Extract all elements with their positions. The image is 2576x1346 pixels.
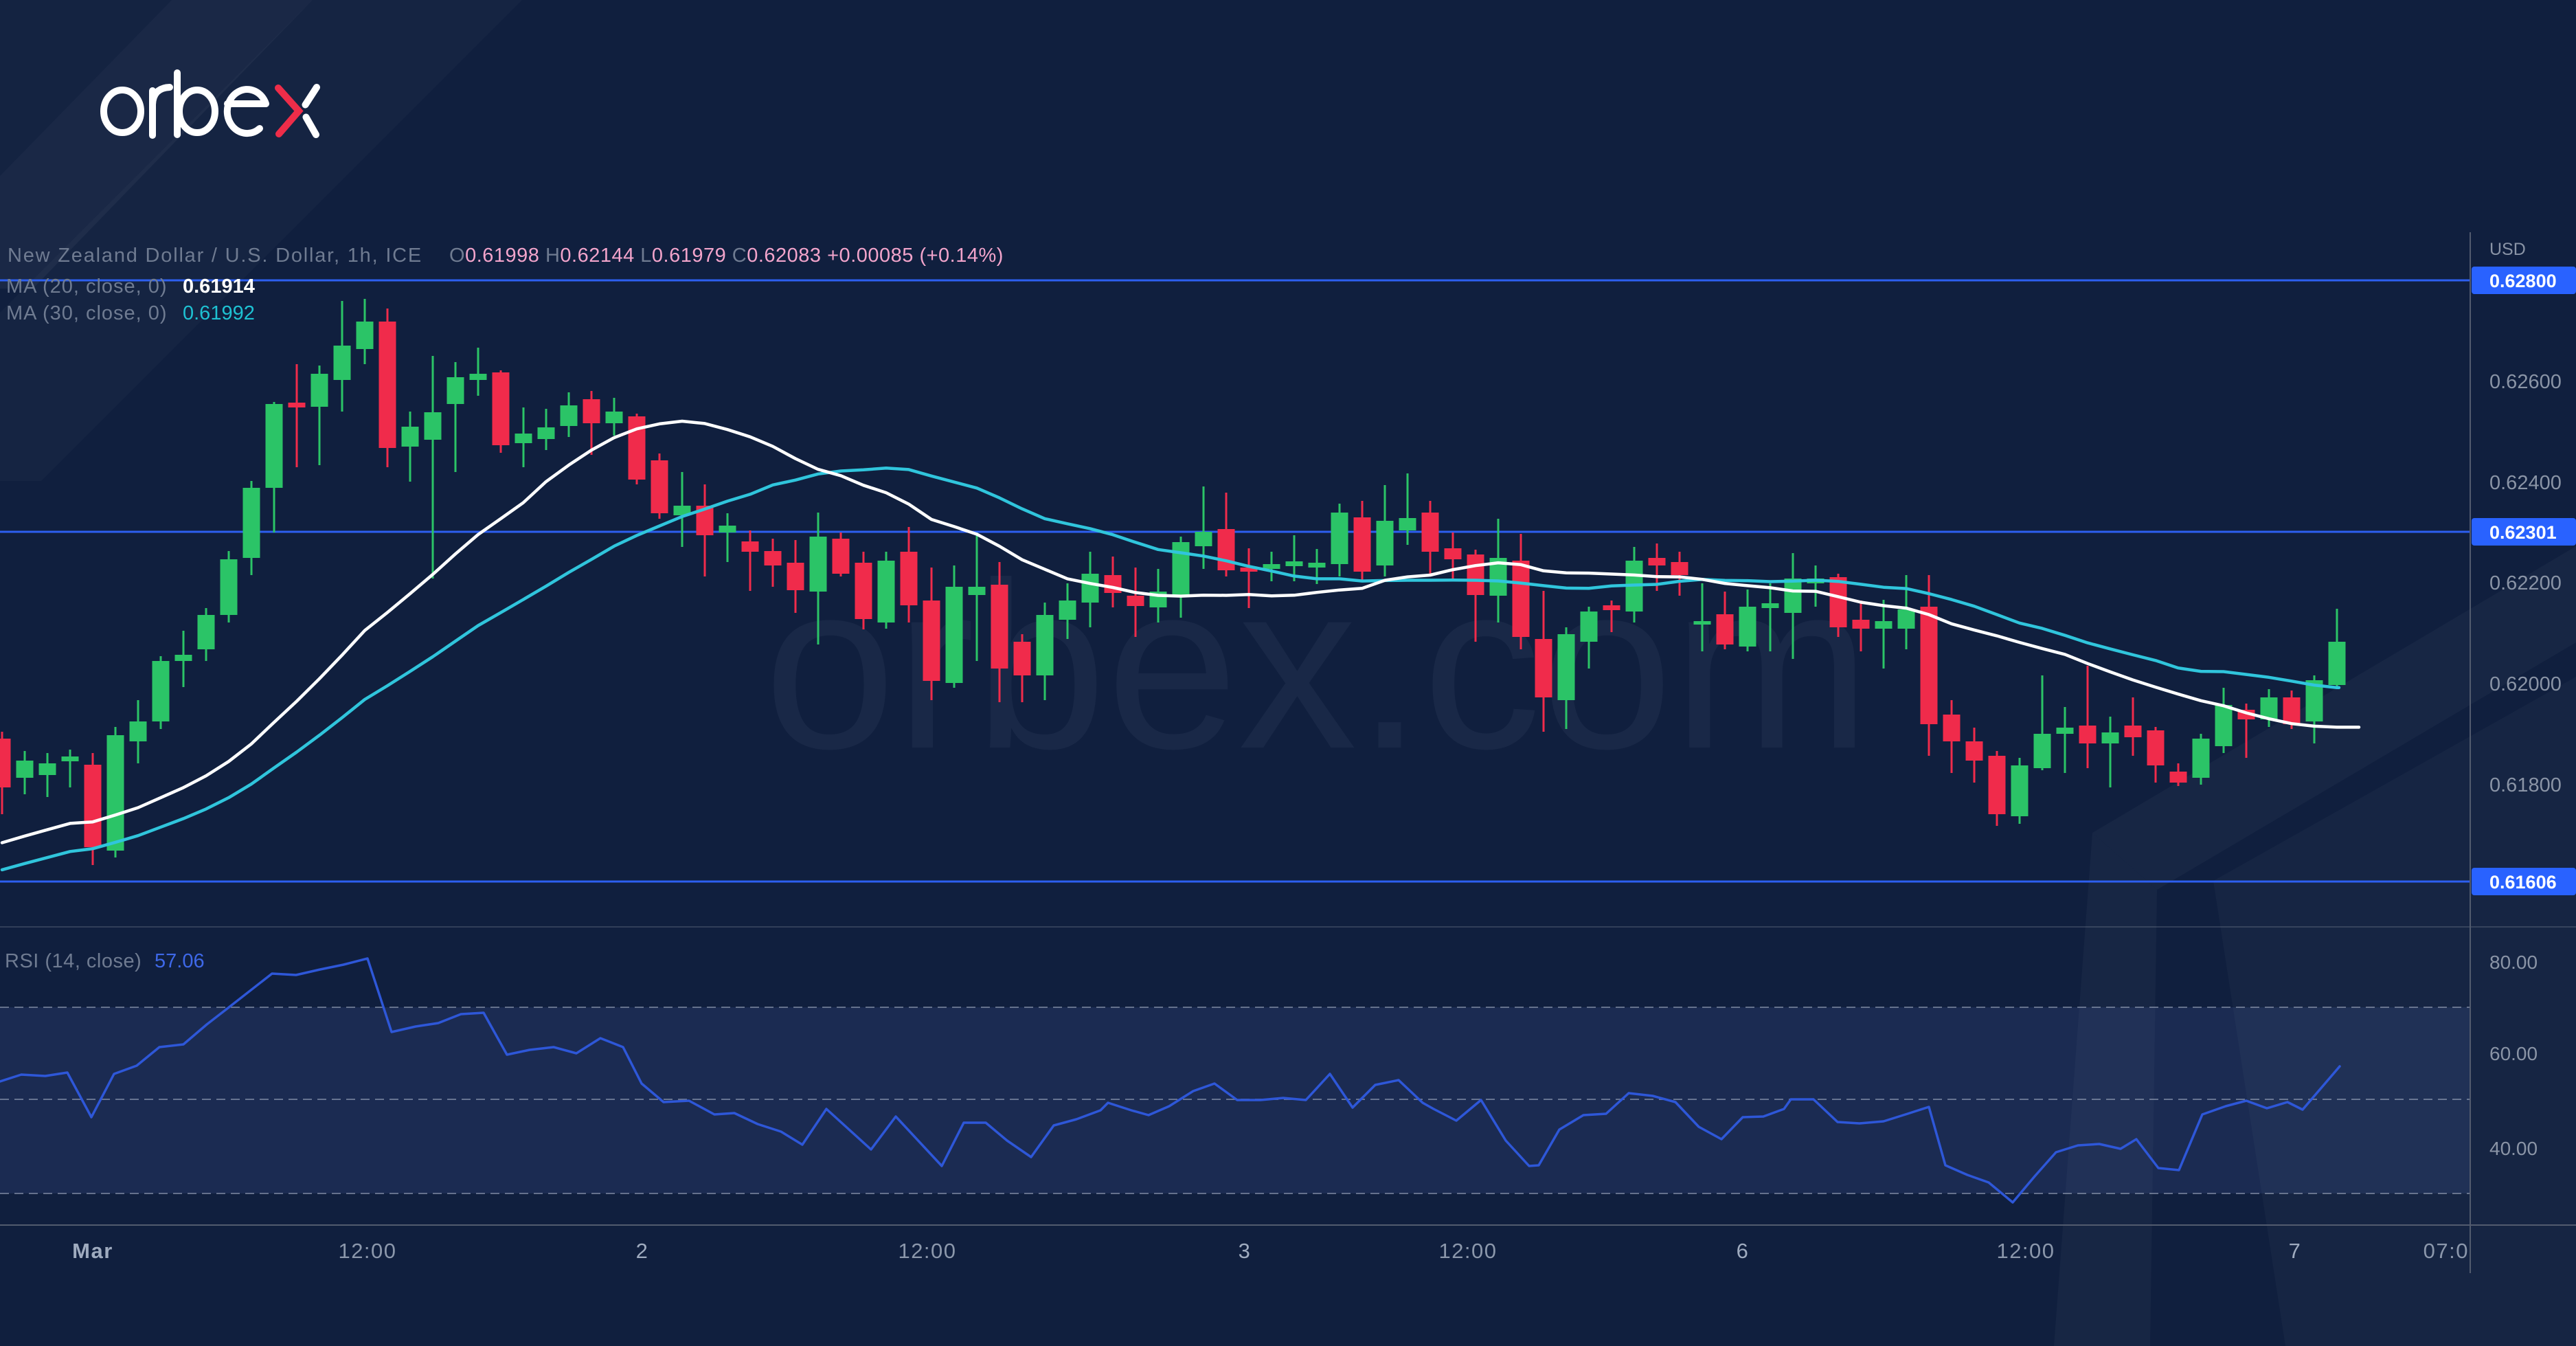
svg-text:3: 3 (1239, 1239, 1252, 1263)
svg-text:0.61606: 0.61606 (2489, 872, 2557, 893)
svg-text:12:00: 12:00 (1438, 1239, 1497, 1263)
svg-text:RSI (14, close): RSI (14, close) (5, 950, 142, 972)
svg-text:USD: USD (2489, 240, 2526, 259)
svg-text:0.61992: 0.61992 (183, 302, 255, 324)
svg-text:MA (20, close, 0): MA (20, close, 0) (6, 276, 168, 298)
svg-text:0.62200: 0.62200 (2489, 572, 2562, 594)
svg-text:60.00: 60.00 (2489, 1043, 2538, 1064)
svg-text:12:00: 12:00 (1996, 1239, 2055, 1263)
svg-text:57.06: 57.06 (155, 950, 205, 972)
svg-text:80.00: 80.00 (2489, 952, 2538, 973)
svg-text:0.62301: 0.62301 (2489, 522, 2557, 543)
svg-text:New Zealand Dollar / U.S. Doll: New Zealand Dollar / U.S. Dollar, 1h, IC… (8, 245, 422, 267)
svg-text:0.61800: 0.61800 (2489, 774, 2562, 796)
svg-text:12:00: 12:00 (898, 1239, 956, 1263)
svg-text:6: 6 (1737, 1239, 1750, 1263)
svg-text:2: 2 (636, 1239, 649, 1263)
svg-text:7: 7 (2289, 1239, 2302, 1263)
svg-text:07:0: 07:0 (2424, 1239, 2469, 1263)
svg-text:0.62400: 0.62400 (2489, 472, 2562, 494)
svg-text:O0.61998 H0.62144 L0.61979: O0.61998 H0.62144 L0.61979 C0.62083 +0.0… (449, 245, 1004, 267)
svg-text:12:00: 12:00 (338, 1239, 396, 1263)
svg-text:MA (30, close, 0): MA (30, close, 0) (6, 302, 168, 324)
svg-text:0.62600: 0.62600 (2489, 371, 2562, 393)
svg-text:0.62000: 0.62000 (2489, 673, 2562, 695)
svg-text:0.61914: 0.61914 (183, 276, 255, 298)
svg-text:40.00: 40.00 (2489, 1138, 2538, 1159)
svg-text:0.62800: 0.62800 (2489, 271, 2557, 291)
svg-text:Mar: Mar (72, 1239, 113, 1263)
